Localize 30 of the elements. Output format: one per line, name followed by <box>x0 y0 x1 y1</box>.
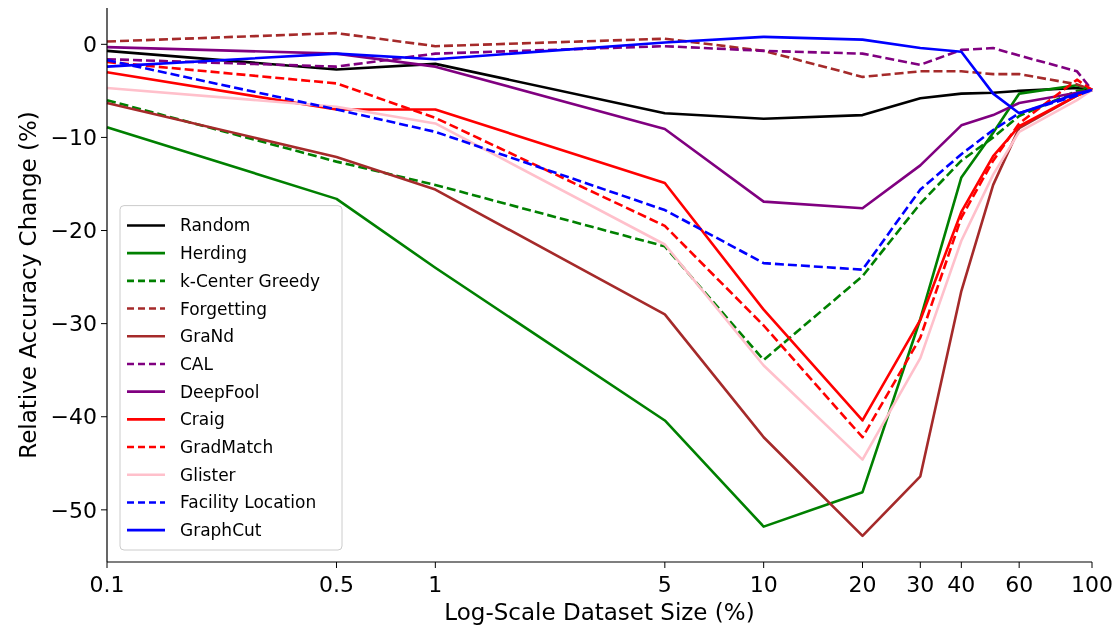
legend-label: Craig <box>180 409 225 430</box>
x-tick-label: 5 <box>657 572 672 597</box>
x-tick-label: 0.5 <box>319 572 354 597</box>
y-tick-label: 0 <box>83 32 97 58</box>
legend-label: Facility Location <box>180 492 317 513</box>
y-tick-label: −50 <box>50 497 97 523</box>
x-tick-label: 30 <box>906 572 935 597</box>
legend-label: GradMatch <box>180 437 274 457</box>
legend-label: Forgetting <box>180 298 268 319</box>
x-tick-label: 10 <box>749 572 778 597</box>
legend-label: GraphCut <box>180 520 262 541</box>
x-tick-label: 60 <box>1005 572 1034 597</box>
y-tick-label: −10 <box>50 125 97 151</box>
y-tick-label: −20 <box>50 218 97 244</box>
y-tick-label: −30 <box>50 311 97 337</box>
legend-label: k-Center Greedy <box>180 270 321 291</box>
y-axis-title: Relative Accuracy Change (%) <box>15 111 41 459</box>
x-tick-label: 1 <box>428 572 443 597</box>
y-tick-label: −40 <box>50 404 97 430</box>
legend-label: GraNd <box>180 326 235 347</box>
x-axis-title: Log-Scale Dataset Size (%) <box>444 599 755 625</box>
x-tick-label: 100 <box>1071 572 1113 597</box>
x-tick-label: 40 <box>947 572 976 597</box>
legend-label: Herding <box>180 243 248 264</box>
legend-label: CAL <box>180 353 214 374</box>
legend-label: Random <box>180 215 251 236</box>
legend-label: Glister <box>180 464 236 485</box>
legend-label: DeepFool <box>180 381 260 402</box>
x-tick-label: 0.1 <box>89 572 125 597</box>
x-tick-label: 20 <box>848 572 877 597</box>
